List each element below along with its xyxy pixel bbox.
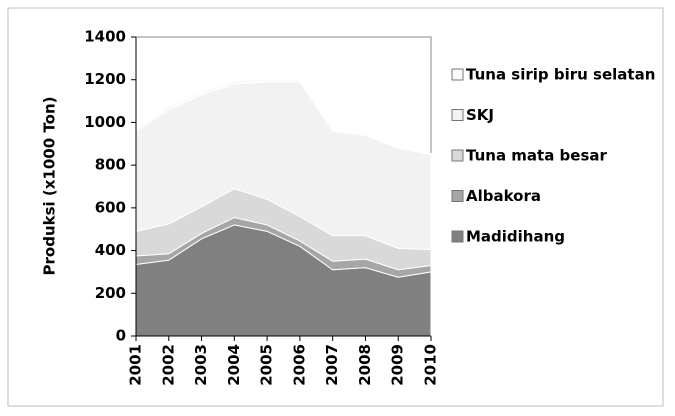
y-tick-label: 600 bbox=[95, 198, 126, 216]
legend-swatch bbox=[451, 109, 464, 121]
x-tick-label: 2007 bbox=[323, 344, 341, 386]
y-tick-label: 800 bbox=[95, 156, 126, 174]
y-axis-title: Produksi (x1000 Ton) bbox=[41, 97, 59, 276]
x-tick-label: 2010 bbox=[422, 344, 440, 386]
legend-swatch bbox=[451, 68, 464, 81]
x-tick-label: 2004 bbox=[225, 344, 243, 386]
x-tick-label: 2003 bbox=[192, 344, 210, 386]
legend-label: Albakora bbox=[466, 187, 541, 205]
y-tick-label: 400 bbox=[95, 241, 126, 259]
legend-label: Madidihang bbox=[466, 228, 565, 246]
x-tick-label: 2008 bbox=[356, 344, 374, 386]
x-tick-label: 2002 bbox=[159, 344, 177, 386]
legend-label: Tuna mata besar bbox=[466, 147, 608, 165]
legend-label: Tuna sirip biru selatan bbox=[466, 66, 655, 84]
y-tick-label: 1000 bbox=[84, 113, 126, 131]
area bbox=[135, 78, 432, 156]
y-tick-label: 0 bbox=[116, 327, 126, 345]
legend-label: SKJ bbox=[466, 106, 494, 124]
y-tick-label: 200 bbox=[95, 284, 126, 302]
y-tick-label: 1200 bbox=[84, 70, 126, 88]
x-tick-label: 2006 bbox=[290, 344, 308, 386]
legend-swatch bbox=[451, 230, 464, 243]
x-tick-label: 2001 bbox=[127, 344, 145, 386]
legend-swatch bbox=[451, 149, 464, 162]
legend-swatch bbox=[451, 190, 464, 202]
y-tick-label: 1400 bbox=[84, 28, 126, 46]
x-tick-label: 2009 bbox=[389, 344, 407, 386]
x-tick-label: 2005 bbox=[258, 344, 276, 386]
